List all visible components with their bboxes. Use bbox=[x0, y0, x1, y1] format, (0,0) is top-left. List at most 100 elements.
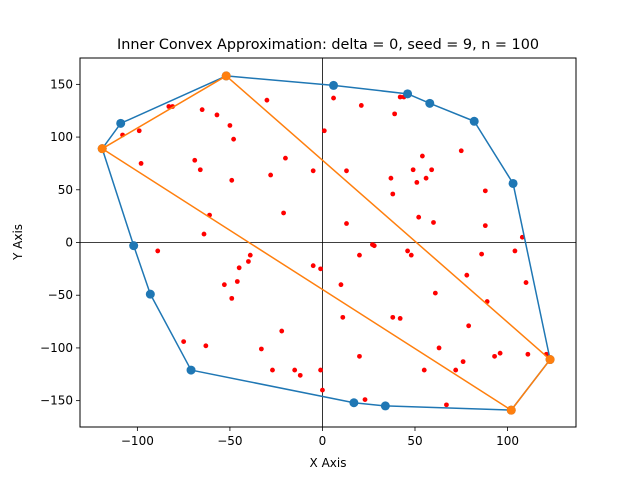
scatter-point bbox=[397, 316, 403, 321]
scatter-point bbox=[388, 175, 394, 181]
scatter-point bbox=[197, 167, 203, 173]
scatter-point bbox=[436, 345, 442, 351]
zero-lines bbox=[80, 58, 576, 427]
scatter-point bbox=[344, 168, 349, 174]
scatter-point bbox=[419, 153, 425, 159]
scatter-point bbox=[460, 359, 466, 365]
scatter-point bbox=[246, 259, 251, 264]
inner-layer bbox=[97, 71, 555, 415]
scatter-point bbox=[482, 223, 488, 229]
scatter-point bbox=[390, 191, 396, 197]
scatter-point bbox=[432, 290, 438, 296]
hull-vertex-marker bbox=[116, 118, 126, 128]
scatter-point bbox=[281, 210, 286, 216]
y-tick-label: −50 bbox=[48, 288, 73, 302]
y-tick-label: 0 bbox=[65, 236, 73, 250]
hull-vertex-marker bbox=[425, 98, 435, 108]
scatter-point bbox=[279, 328, 285, 334]
points-layer bbox=[120, 94, 549, 408]
scatter-point bbox=[497, 350, 503, 356]
x-tick-label: −50 bbox=[217, 434, 242, 448]
hull-vertex-marker bbox=[403, 89, 413, 99]
scatter-point bbox=[297, 372, 303, 378]
scatter-point bbox=[371, 243, 377, 249]
scatter-point bbox=[166, 104, 172, 109]
scatter-point bbox=[357, 252, 362, 258]
scatter-point bbox=[258, 346, 264, 352]
scatter-point bbox=[318, 367, 323, 373]
inner-vertex-marker bbox=[221, 71, 231, 81]
scatter-point bbox=[318, 266, 323, 272]
scatter-point bbox=[466, 323, 472, 329]
scatter-point bbox=[421, 367, 427, 373]
hull-vertex-marker bbox=[186, 365, 196, 375]
y-tick-label: −100 bbox=[40, 341, 73, 355]
scatter-point bbox=[416, 214, 422, 220]
scatter-point bbox=[155, 248, 161, 254]
scatter-point bbox=[234, 279, 240, 284]
scatter-point bbox=[444, 402, 449, 408]
scatter-point bbox=[414, 180, 420, 185]
scatter-point bbox=[423, 175, 429, 181]
scatter-point bbox=[283, 155, 288, 161]
scatter-point bbox=[357, 353, 362, 359]
scatter-point bbox=[199, 107, 205, 113]
scatter-point bbox=[512, 248, 518, 254]
scatter-point bbox=[214, 112, 220, 118]
scatter-point bbox=[320, 387, 325, 393]
x-tick-label: −100 bbox=[121, 434, 154, 448]
x-axis-label: X Axis bbox=[310, 456, 347, 470]
scatter-point bbox=[331, 95, 336, 101]
inner-vertex-marker bbox=[97, 144, 107, 154]
hull-vertex-marker bbox=[349, 398, 359, 408]
y-tick-label: 100 bbox=[50, 130, 73, 144]
plot-area bbox=[79, 57, 577, 428]
scatter-point bbox=[236, 265, 242, 271]
scatter-point bbox=[431, 220, 436, 225]
scatter-point bbox=[229, 295, 235, 301]
hull-vertex-marker bbox=[380, 401, 390, 411]
y-tick-label: 150 bbox=[50, 77, 73, 91]
scatter-point bbox=[227, 123, 233, 128]
scatter-point bbox=[429, 167, 435, 173]
x-ticks: −100 −50 0 50 100 bbox=[121, 427, 519, 448]
scatter-point bbox=[192, 157, 198, 163]
x-tick-label: 0 bbox=[319, 434, 327, 448]
scatter-point bbox=[264, 97, 270, 103]
hull-vertex-marker bbox=[469, 116, 479, 126]
inner-vertex-marker bbox=[506, 405, 516, 415]
hull-vertex-marker bbox=[329, 80, 339, 90]
scatter-point bbox=[203, 343, 209, 349]
scatter-point bbox=[229, 177, 235, 183]
scatter-point bbox=[321, 128, 327, 134]
hull-vertex-marker bbox=[145, 289, 155, 299]
scatter-point bbox=[397, 94, 403, 100]
scatter-point bbox=[270, 367, 275, 373]
scatter-point bbox=[310, 168, 316, 174]
scatter-point bbox=[231, 136, 237, 142]
scatter-point bbox=[492, 353, 497, 359]
scatter-point bbox=[221, 282, 227, 288]
scatter-point bbox=[525, 351, 531, 357]
scatter-point bbox=[138, 161, 144, 166]
y-ticks: −150 −100 −50 0 50 100 150 bbox=[40, 77, 80, 408]
scatter-point bbox=[247, 252, 253, 258]
scatter-point bbox=[344, 221, 349, 226]
scatter-point bbox=[523, 280, 529, 285]
x-tick-label: 50 bbox=[407, 434, 422, 448]
scatter-point bbox=[201, 231, 207, 237]
hull-vertex-marker bbox=[508, 178, 518, 188]
chart-title: Inner Convex Approximation: delta = 0, s… bbox=[117, 37, 539, 53]
hull-vertex-marker bbox=[129, 241, 139, 251]
y-tick-label: −150 bbox=[40, 394, 73, 408]
scatter-point bbox=[458, 148, 464, 154]
scatter-point bbox=[408, 252, 414, 258]
scatter-point bbox=[292, 367, 298, 373]
scatter-point bbox=[310, 263, 316, 269]
y-axis-label: Y Axis bbox=[11, 224, 25, 261]
inner-vertex-marker bbox=[545, 355, 555, 365]
scatter-point bbox=[136, 128, 142, 134]
scatter-point bbox=[340, 314, 346, 320]
scatter-point bbox=[338, 282, 344, 288]
